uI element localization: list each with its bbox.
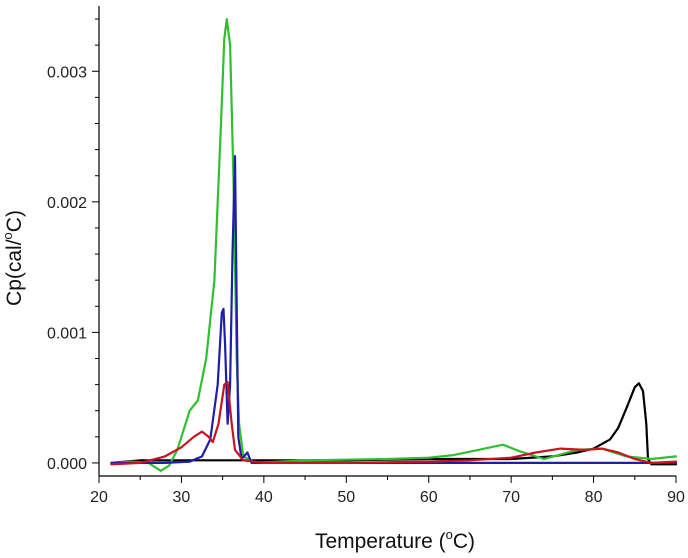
axes-layer: 20 30 40 50 60 70 80 90 0.000 0.001 0.002 0.003 bbox=[47, 6, 685, 506]
x-tick-label: 30 bbox=[173, 489, 191, 506]
x-axis-title: Temperature (oC) bbox=[315, 527, 475, 553]
x-tick-label: 90 bbox=[667, 489, 685, 506]
y-axis-title: Cp(cal/oC) bbox=[0, 210, 26, 306]
x-tick-label: 80 bbox=[585, 489, 603, 506]
x-tick-label: 60 bbox=[420, 489, 438, 506]
series-line-2 bbox=[110, 18, 678, 472]
x-tick-label: 20 bbox=[90, 489, 108, 506]
series-line-3 bbox=[110, 155, 678, 464]
y-tick-label: 0.000 bbox=[47, 456, 87, 473]
x-tick-label: 50 bbox=[337, 489, 355, 506]
series-line-4 bbox=[110, 380, 678, 466]
label-layer: Temperature (oC) Cp(cal/oC) bbox=[0, 210, 475, 553]
x-tick-label: 70 bbox=[502, 489, 520, 506]
series-line-1 bbox=[110, 382, 678, 466]
series-layer bbox=[110, 18, 678, 472]
x-tick-label: 40 bbox=[255, 489, 273, 506]
y-tick-label: 0.003 bbox=[47, 64, 87, 81]
y-tick-label: 0.002 bbox=[47, 195, 87, 212]
y-tick-label: 0.001 bbox=[47, 325, 87, 342]
